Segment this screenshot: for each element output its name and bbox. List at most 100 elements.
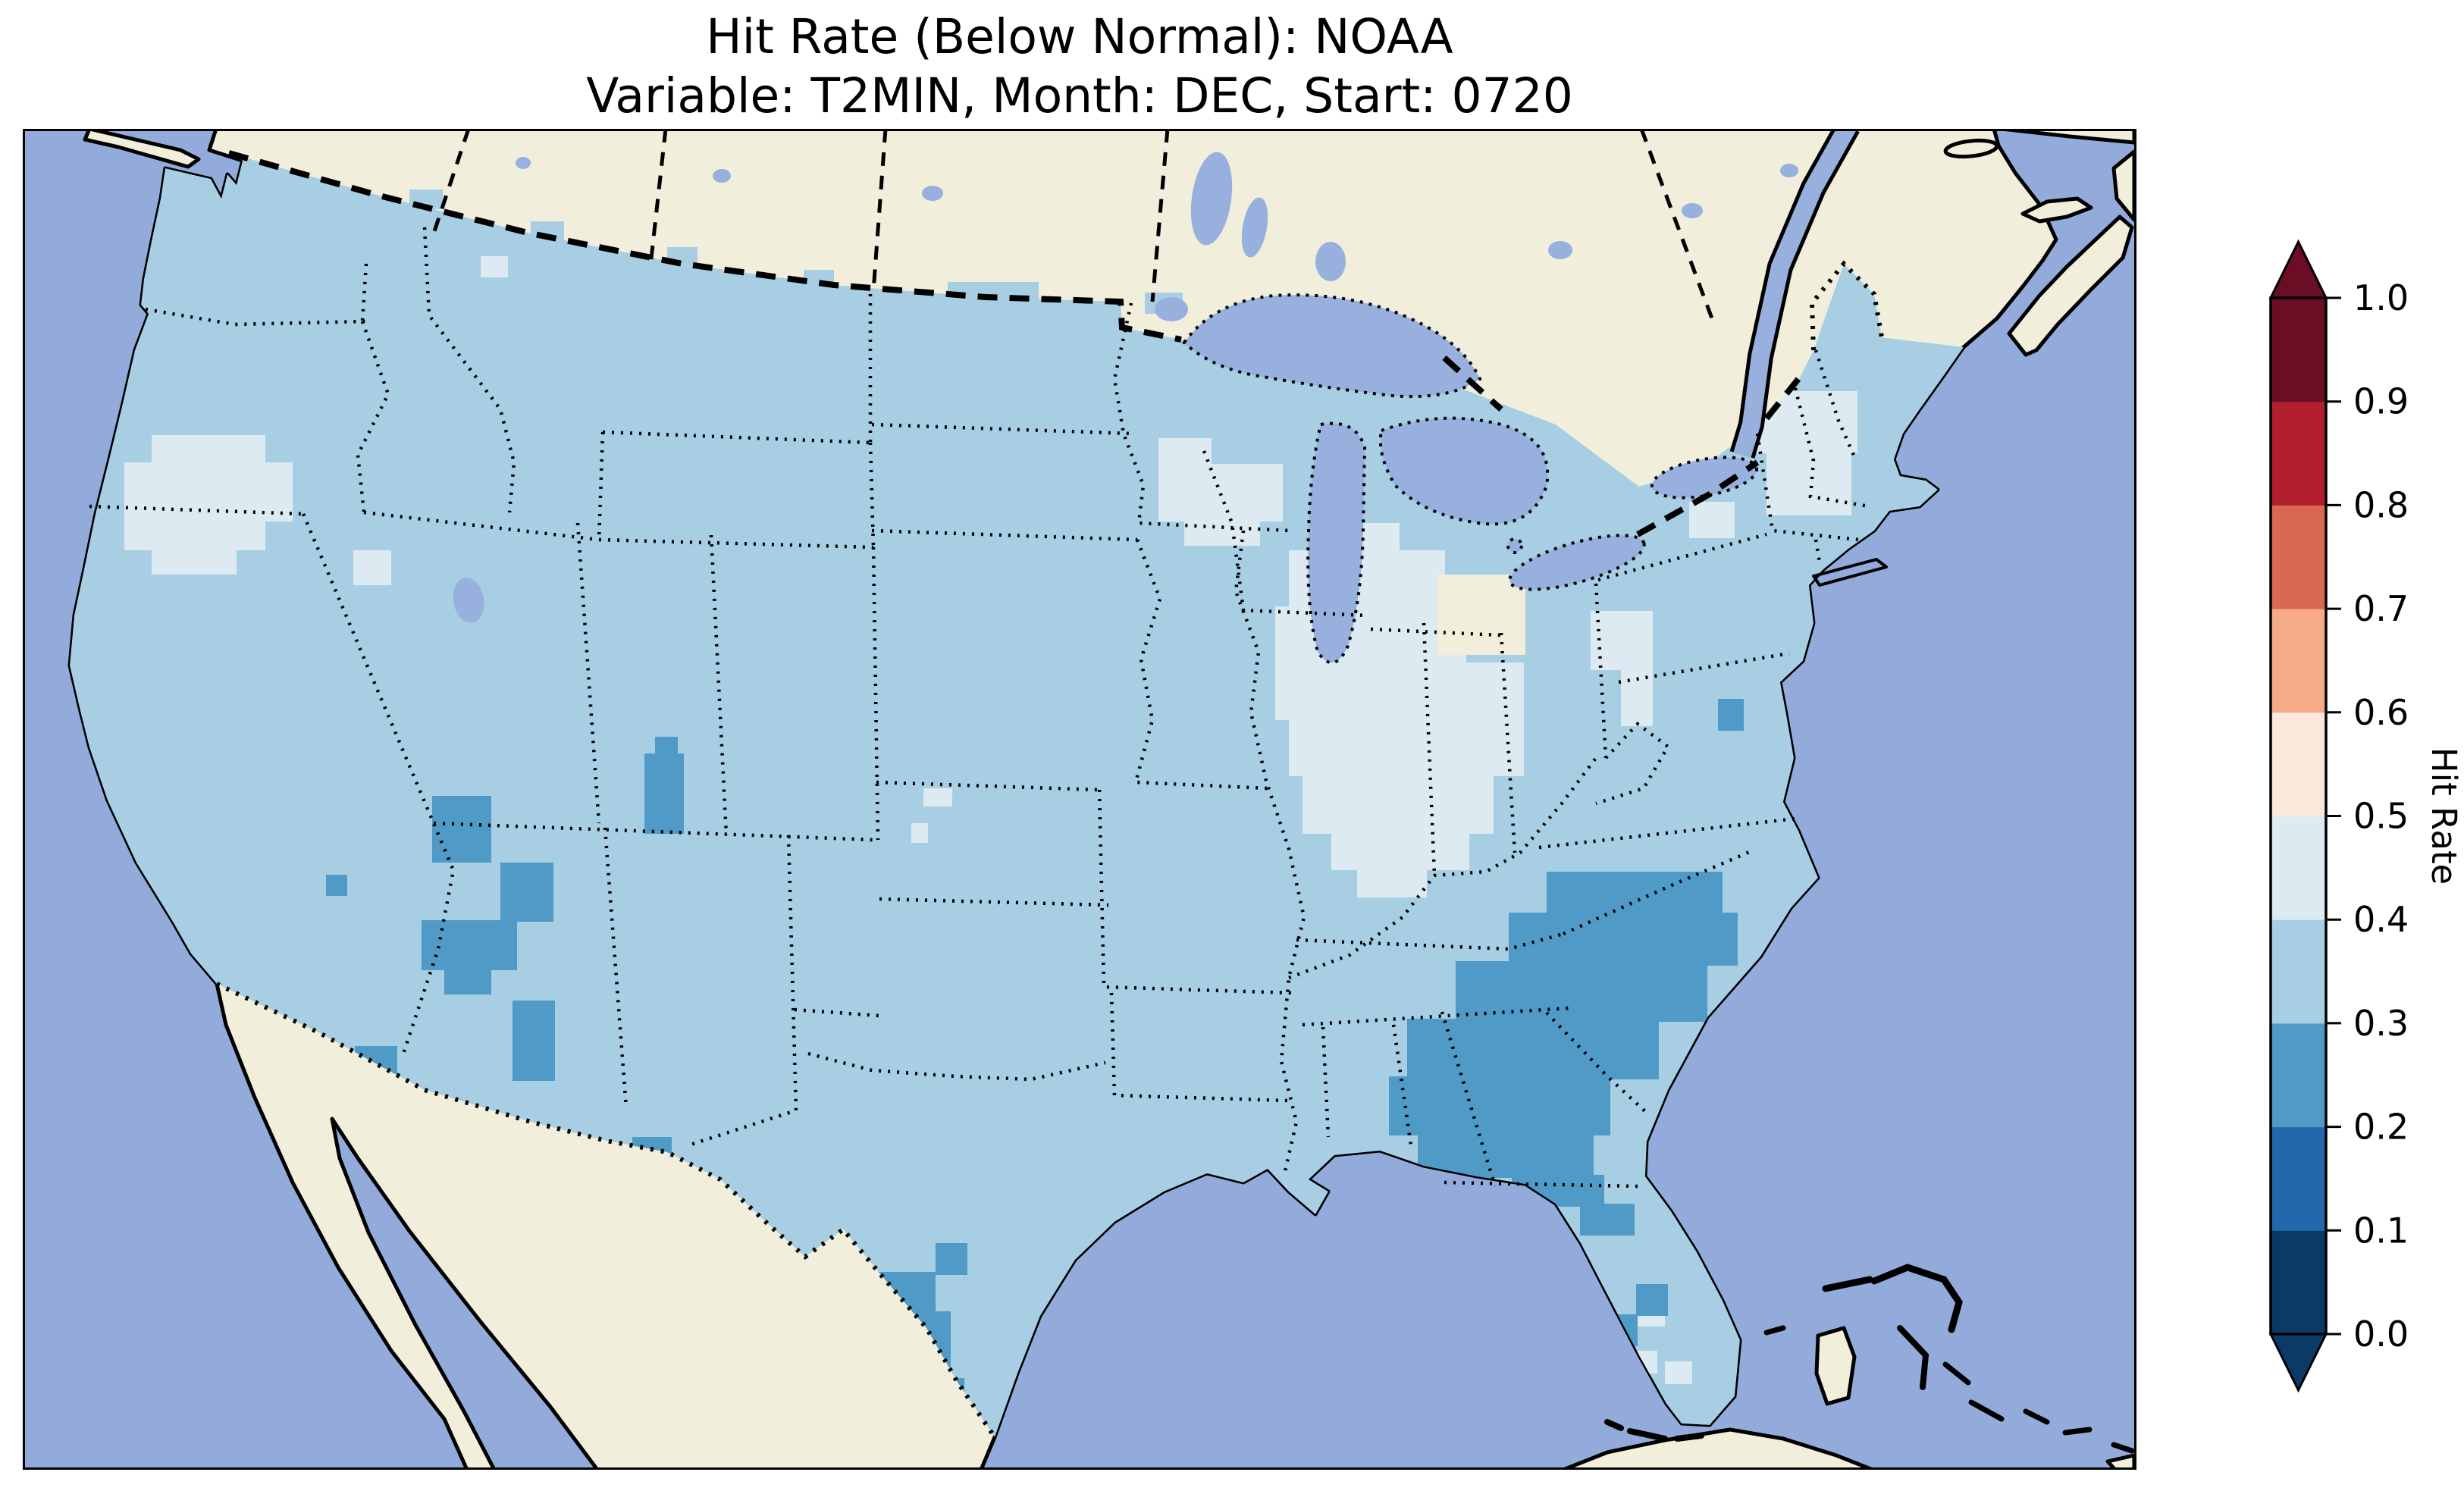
colorbar-bin	[2271, 298, 2326, 402]
great-salt-lake	[453, 578, 484, 623]
hit-rate-cell-0.4-0.5	[1689, 502, 1735, 538]
lake-winnipeg	[1190, 152, 1233, 246]
florida-keys	[1604, 1419, 1704, 1442]
colorbar-bin	[2271, 712, 2326, 816]
colorbar-tick-label: 0.8	[2353, 484, 2409, 525]
canada-province-borders	[431, 129, 1714, 319]
hit-rate-cell-0.4-0.5	[1158, 464, 1283, 521]
hit-rate-cell-0.2-0.3	[432, 796, 491, 863]
colorbar-bin	[2271, 1230, 2326, 1335]
hit-rate-cell-0.4-0.5	[124, 520, 265, 550]
prince-edward-island	[2020, 196, 2093, 224]
hit-rate-cell-0.2-0.3	[936, 1243, 967, 1275]
hit-rate-cell-0.4-0.5	[1331, 832, 1469, 870]
state-borders	[89, 227, 1870, 1189]
ontario-lake	[1548, 241, 1572, 259]
hit-rate-cell-0.2-0.3	[422, 920, 517, 970]
hit-rate-cell-0.2-0.3	[1718, 699, 1744, 731]
hit-rate-cell-0.2-0.3	[1456, 961, 1707, 1022]
hit-rate-cell-0.4-0.5	[911, 823, 928, 843]
quebec-lake	[1682, 203, 1703, 218]
hit-rate-cell-0.4-0.5	[923, 788, 952, 807]
eleuthera-island	[1897, 1325, 1930, 1390]
hit-rate-cell-0.2-0.3	[513, 1001, 555, 1081]
nova-scotia	[2007, 215, 2134, 357]
lake-ontario	[1650, 456, 1759, 500]
colorbar-bin	[2271, 505, 2326, 609]
colorbar-bin	[2271, 919, 2326, 1024]
hit-rate-cell-0.4-0.5	[1665, 1361, 1692, 1384]
lake-winnipegosis	[1241, 197, 1268, 258]
anticosti-island	[1943, 138, 1999, 159]
st-lawrence-river	[1733, 129, 1857, 458]
hit-rate-cell-0.2-0.3	[326, 875, 347, 896]
colorbar-axis-label: Hit Rate	[2424, 747, 2464, 885]
cat-island	[1942, 1361, 1971, 1386]
lake-superior	[1182, 293, 1482, 399]
hit-rate-cell-nodata	[1437, 575, 1525, 655]
hit-rate-cell-0.4-0.5	[1407, 719, 1480, 746]
us-mexico-border	[215, 982, 997, 1439]
small-lakes	[453, 152, 1798, 623]
hit-rate-cell-0.4-0.5	[1591, 611, 1653, 670]
lake-erie	[1508, 534, 1646, 591]
chart-title-line2: Variable: T2MIN, Month: DEC, Start: 0720	[586, 68, 1573, 124]
hit-rate-cell-0.2-0.3	[500, 863, 553, 922]
hit-rate-cell-0.2-0.3	[1418, 1132, 1594, 1178]
colorbar-tick-label: 0.3	[2353, 1003, 2409, 1044]
hit-rate-cell-0.4-0.5	[1275, 606, 1466, 664]
hit-rate-cell-0.2-0.3	[644, 753, 684, 834]
hit-rate-cell-0.4-0.5	[1357, 869, 1427, 897]
hit-rate-cell-0.2-0.3	[1509, 913, 1738, 966]
hit-rate-cell-0.2-0.3	[655, 737, 678, 755]
hispaniola-corner	[2105, 1453, 2136, 1470]
saskatchewan-lake	[922, 186, 943, 201]
vancouver-island	[83, 129, 201, 169]
hit-rate-cell-0.2-0.3	[1547, 872, 1723, 917]
maine-canada-border	[1809, 260, 1884, 351]
andros-island	[1814, 1326, 1857, 1406]
hit-rate-cell-0.4-0.5	[1393, 662, 1481, 720]
hit-rate-cell-0.2-0.3	[1407, 1019, 1659, 1079]
hit-rate-cell-0.2-0.3	[444, 969, 491, 994]
hit-rate-cell-0.4-0.5	[1184, 520, 1260, 546]
colorbar-over-arrow	[2268, 239, 2328, 299]
colorbar-bin	[2271, 1126, 2326, 1231]
lake-nipigon	[1315, 242, 1346, 281]
colorbar-tick-label: 0.1	[2353, 1210, 2409, 1251]
colorbar-tick-label: 0.5	[2353, 796, 2409, 837]
colorbar-tick-label: 1.0	[2353, 277, 2409, 318]
abaco-island	[1870, 1264, 1963, 1333]
hit-rate-cell-0.4-0.5	[353, 550, 391, 585]
cuba	[1561, 1427, 1875, 1470]
bahama-cays	[1763, 1325, 2135, 1454]
colorbar-bin	[2271, 609, 2326, 713]
lake-of-the-woods	[1155, 297, 1188, 321]
hit-rate-cell-0.4-0.5	[152, 549, 237, 575]
hit-rate-cell-0.2-0.3	[1580, 1204, 1635, 1236]
colorbar-tick-label: 0.7	[2353, 588, 2409, 629]
caribbean	[1561, 1264, 2136, 1470]
hit-rate-cell-0.4-0.5	[152, 435, 265, 465]
hit-rate-cell-0.4-0.5	[481, 256, 508, 277]
bc-lake	[516, 157, 531, 169]
grand-bahama	[1822, 1276, 1873, 1292]
colorbar-tick-label: 0.4	[2353, 899, 2409, 940]
quebec-lake-2	[1780, 164, 1798, 177]
colorbar-tick-label: 0.6	[2353, 692, 2409, 733]
hit-rate-cell-0.4-0.5	[124, 462, 293, 521]
colorbar-tick-label: 0.0	[2353, 1314, 2409, 1355]
chart-title: Hit Rate (Below Normal): NOAA Variable: …	[0, 8, 2159, 126]
hit-rate-cell-0.4-0.5	[1766, 452, 1851, 515]
colorbar-tick-label: 0.2	[2353, 1107, 2409, 1148]
hit-rate-cell-0.4-0.5	[1621, 669, 1653, 726]
long-island	[1812, 558, 1888, 587]
colorbar-under-arrow	[2268, 1333, 2328, 1393]
chart-title-line1: Hit Rate (Below Normal): NOAA	[706, 9, 1453, 64]
great-lakes	[1182, 293, 1759, 665]
us-canada-border-east	[1442, 355, 1801, 537]
hit-rate-cell-0.2-0.3	[1389, 1076, 1610, 1135]
colorbar-bin	[2271, 1023, 2326, 1128]
